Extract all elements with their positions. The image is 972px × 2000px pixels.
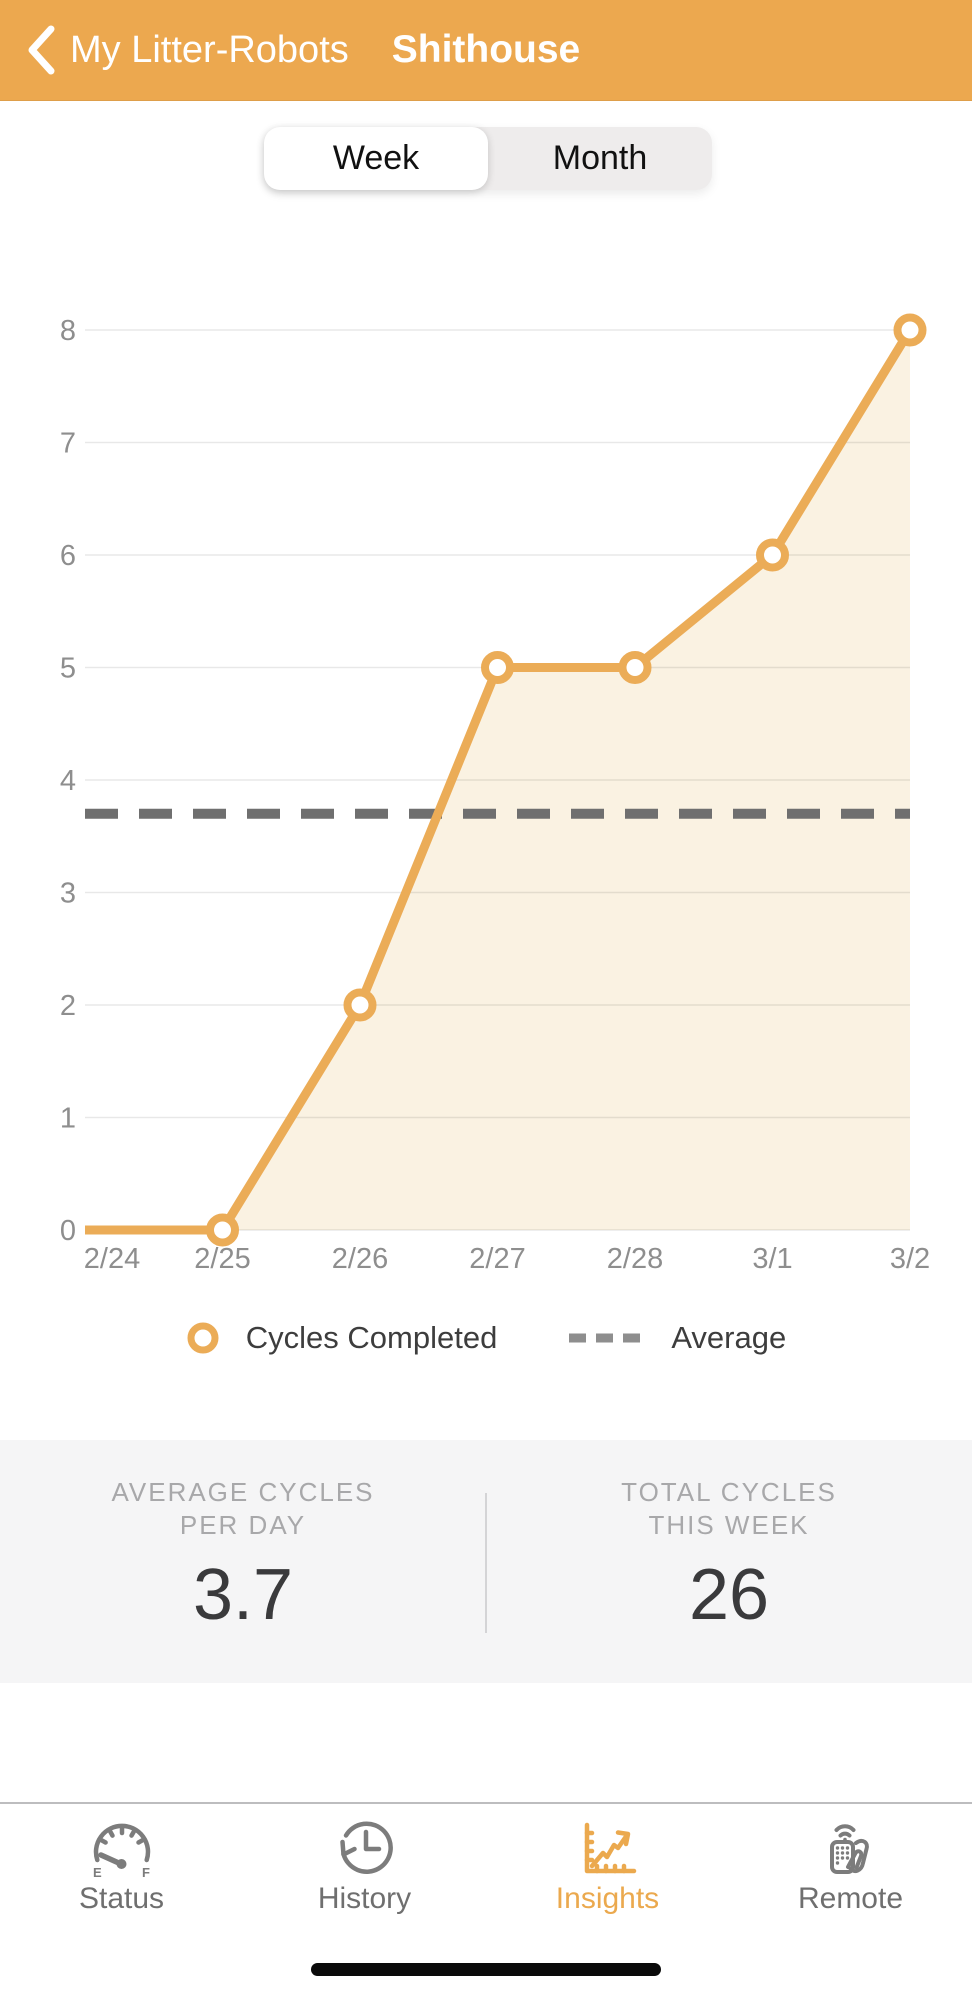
legend-average-label: Average bbox=[671, 1320, 787, 1355]
data-point-marker bbox=[756, 538, 789, 572]
data-point-marker bbox=[481, 651, 514, 684]
stat-value: 26 bbox=[688, 1555, 770, 1635]
back-button[interactable]: My Litter-Robots bbox=[26, 23, 349, 77]
tab-remote[interactable]: Remote bbox=[729, 1804, 972, 2000]
tab-insights[interactable]: Insights bbox=[486, 1804, 729, 2000]
y-tick-label: 7 bbox=[60, 428, 76, 460]
tab-history[interactable]: History bbox=[243, 1804, 486, 2000]
insights-chart-icon bbox=[584, 1822, 636, 1874]
x-tick-label: 3/1 bbox=[752, 1243, 792, 1275]
svg-text:E: E bbox=[93, 1865, 102, 1880]
tab-status[interactable]: E F Status bbox=[0, 1804, 243, 2000]
y-tick-label: 6 bbox=[60, 540, 76, 572]
tab-label-status: Status bbox=[78, 1882, 165, 1915]
remote-control-icon bbox=[829, 1824, 869, 1874]
back-label: My Litter-Robots bbox=[70, 28, 349, 71]
svg-text:F: F bbox=[142, 1865, 150, 1880]
tab-label-remote: Remote bbox=[797, 1882, 904, 1915]
tab-label-history: History bbox=[317, 1882, 412, 1915]
series-line bbox=[85, 327, 914, 1235]
navbar: My Litter-Robots Shithouse bbox=[0, 0, 972, 101]
y-tick-label: 4 bbox=[60, 765, 76, 797]
stat-label: TOTAL CYCLES THIS WEEK bbox=[621, 1477, 837, 1540]
x-tick-label: 3/2 bbox=[890, 1243, 930, 1275]
stat-label: AVERAGE CYCLES PER DAY bbox=[111, 1477, 375, 1540]
x-tick-label: 2/28 bbox=[607, 1243, 663, 1275]
legend-series-label: Cycles Completed bbox=[245, 1320, 498, 1355]
tab-bar: E F Status History bbox=[0, 1802, 972, 2000]
stat-value: 3.7 bbox=[192, 1555, 294, 1635]
x-tick-label: 2/24 bbox=[84, 1243, 140, 1275]
dashed-line-icon bbox=[569, 1333, 646, 1343]
x-tick-label: 2/27 bbox=[469, 1243, 525, 1275]
legend-series-item: Cycles Completed bbox=[186, 1320, 498, 1356]
home-indicator[interactable] bbox=[311, 1963, 661, 1976]
segment-month[interactable]: Month bbox=[552, 139, 648, 177]
chart-area-fill bbox=[85, 330, 910, 1230]
chart-legend: Cycles Completed Average bbox=[0, 1310, 972, 1366]
y-tick-label: 3 bbox=[60, 878, 76, 910]
data-point-marker bbox=[343, 988, 377, 1022]
y-tick-label: 2 bbox=[60, 990, 76, 1022]
y-tick-label: 0 bbox=[60, 1215, 76, 1247]
chevron-left-icon bbox=[28, 25, 55, 75]
y-tick-label: 1 bbox=[60, 1103, 76, 1135]
fuel-gauge-icon: E F bbox=[93, 1823, 150, 1880]
x-tick-label: 2/25 bbox=[194, 1243, 250, 1275]
data-point-marker bbox=[206, 1213, 239, 1247]
segment-week[interactable]: Week bbox=[264, 127, 488, 190]
tab-label-insights: Insights bbox=[555, 1882, 660, 1915]
y-tick-label: 8 bbox=[60, 315, 76, 347]
circle-marker-icon bbox=[187, 1322, 219, 1354]
stat-total-cycles: TOTAL CYCLES THIS WEEK 26 bbox=[486, 1440, 972, 1683]
history-clock-icon bbox=[339, 1821, 393, 1874]
x-tick-label: 2/26 bbox=[332, 1243, 388, 1275]
stats-divider bbox=[485, 1493, 487, 1633]
y-tick-label: 5 bbox=[60, 653, 76, 685]
legend-average-item: Average bbox=[569, 1320, 786, 1356]
data-point-marker bbox=[618, 651, 652, 684]
stats-panel: AVERAGE CYCLES PER DAY 3.7 TOTAL CYCLES … bbox=[0, 1440, 972, 1683]
data-point-marker bbox=[893, 313, 927, 347]
period-toggle: Week Month bbox=[264, 127, 712, 190]
stat-average-cycles: AVERAGE CYCLES PER DAY 3.7 bbox=[0, 1440, 486, 1683]
